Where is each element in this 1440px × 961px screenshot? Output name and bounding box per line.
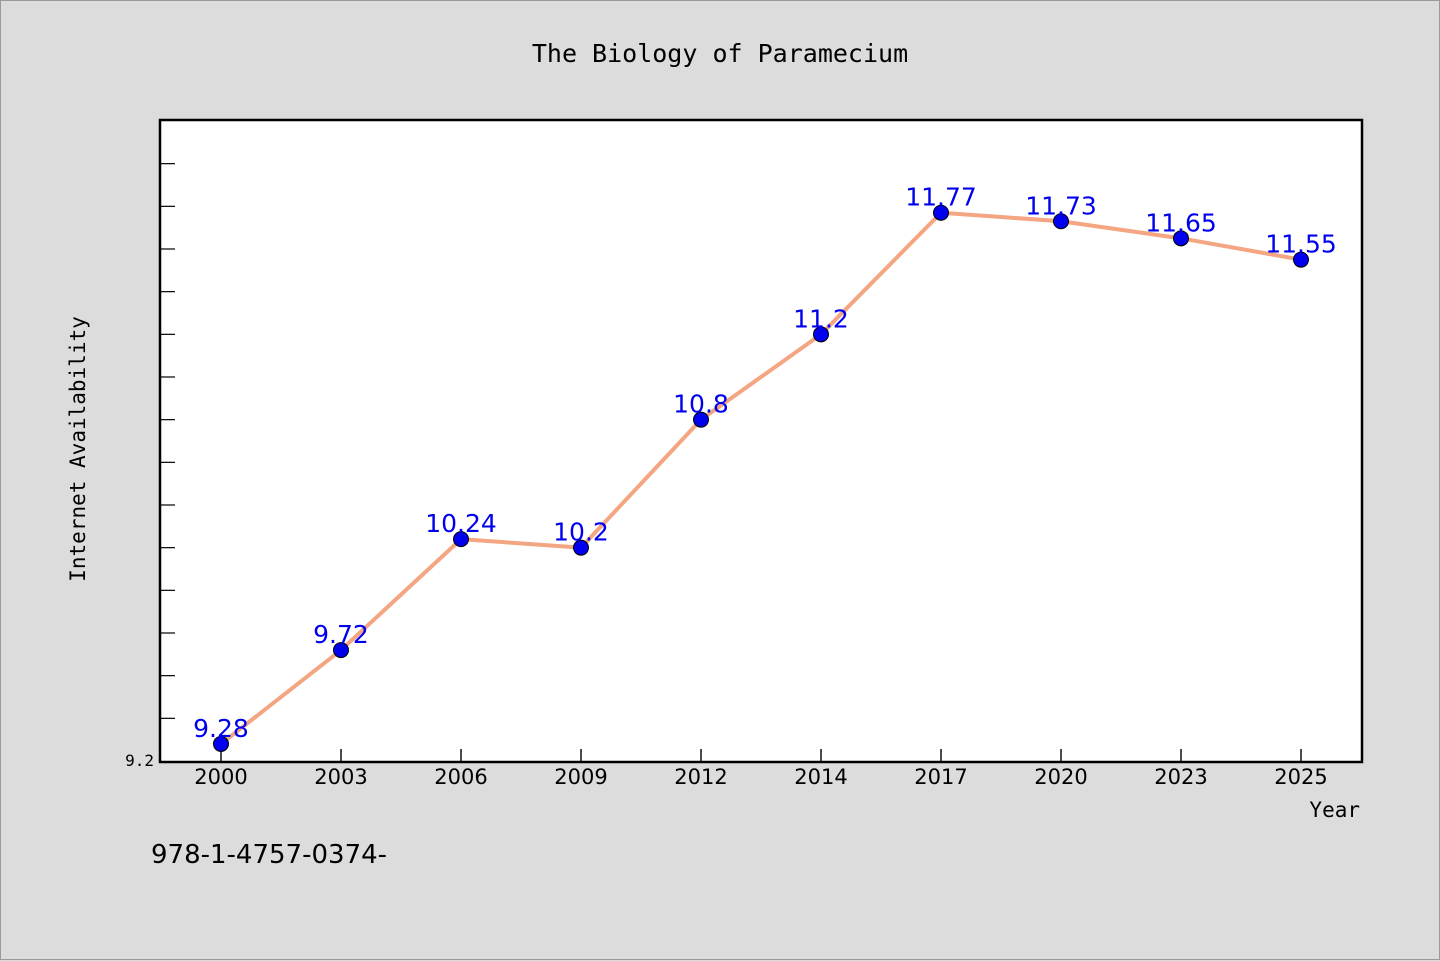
chart-title: The Biology of Paramecium	[532, 39, 908, 68]
x-tick-label: 2017	[914, 765, 967, 789]
data-point	[453, 531, 469, 548]
data-point	[1053, 213, 1069, 230]
data-point	[1173, 230, 1189, 247]
data-point	[213, 735, 229, 752]
series-markers	[213, 204, 1309, 752]
data-point	[813, 326, 829, 343]
x-axis-label: Year	[1309, 798, 1360, 822]
plot-area	[158, 118, 1364, 764]
data-labels: 9.28 9.72 10.24 10.2 10.8 11.2 11.77 11.73 11.65…	[193, 183, 1337, 743]
data-label: 11.55	[1265, 230, 1337, 259]
x-tick-label: 2009	[554, 765, 607, 789]
y-tick-label: 9.2	[125, 751, 154, 770]
data-label: 9.72	[313, 620, 369, 649]
data-label: 11.2	[793, 304, 849, 333]
series-line	[219, 210, 1303, 746]
x-axis-ticks	[220, 749, 1302, 761]
data-label: 10.2	[553, 518, 609, 547]
data-label: 10.8	[673, 390, 729, 419]
x-tick-label: 2000	[194, 765, 247, 789]
x-tick-label: 2020	[1034, 765, 1087, 789]
data-point	[933, 204, 949, 221]
data-label: 11.77	[905, 183, 977, 212]
data-label: 9.28	[193, 714, 249, 743]
data-point	[1293, 251, 1309, 268]
x-tick-label: 2012	[674, 765, 727, 789]
y-axis-tick-labels: 9.2	[125, 751, 154, 770]
x-tick-label: 2003	[314, 765, 367, 789]
data-point	[693, 411, 709, 428]
x-tick-label: 2023	[1154, 765, 1207, 789]
data-label: 10.24	[425, 509, 497, 538]
x-tick-label: 2006	[434, 765, 487, 789]
x-axis-tick-labels: 2000 2003 2006 2009 2012 2014 2017 2020 2023 2025	[194, 765, 1327, 789]
data-point	[333, 642, 349, 659]
y-axis-label: Internet Availability	[66, 316, 90, 582]
data-label: 11.65	[1145, 208, 1217, 237]
x-tick-label: 2014	[794, 765, 847, 789]
data-label: 11.73	[1025, 191, 1097, 220]
data-point	[573, 539, 589, 556]
x-tick-label: 2025	[1274, 765, 1327, 789]
footnote: 978-1-4757-0374-	[151, 840, 387, 870]
y-axis-ticks	[161, 163, 175, 719]
